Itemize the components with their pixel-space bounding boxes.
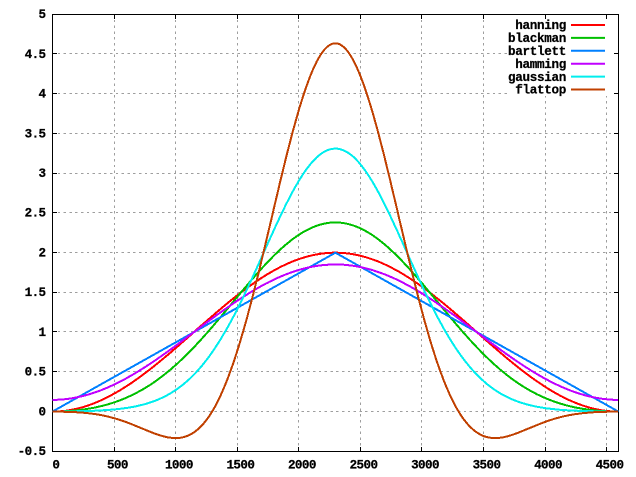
svg-text:0: 0: [52, 459, 59, 473]
svg-text:2.5: 2.5: [25, 207, 46, 221]
svg-text:3000: 3000: [411, 459, 439, 473]
svg-text:2500: 2500: [350, 459, 378, 473]
svg-text:-0.5: -0.5: [18, 445, 46, 459]
svg-text:500: 500: [107, 459, 128, 473]
svg-text:2000: 2000: [288, 459, 316, 473]
svg-text:4.5: 4.5: [25, 48, 46, 62]
svg-text:1000: 1000: [165, 459, 193, 473]
svg-text:3: 3: [39, 167, 46, 181]
svg-text:0.5: 0.5: [25, 366, 46, 380]
svg-text:flattop: flattop: [515, 84, 566, 98]
svg-text:4: 4: [39, 88, 47, 102]
svg-text:0: 0: [39, 405, 46, 419]
svg-text:3500: 3500: [473, 459, 501, 473]
svg-text:1: 1: [39, 326, 47, 340]
svg-text:3.5: 3.5: [25, 127, 46, 141]
svg-text:hanning: hanning: [515, 19, 566, 33]
svg-text:gaussian: gaussian: [508, 71, 566, 85]
svg-text:4500: 4500: [596, 459, 624, 473]
svg-text:1.5: 1.5: [25, 286, 46, 300]
svg-text:hamming: hamming: [515, 58, 566, 72]
svg-text:1500: 1500: [226, 459, 254, 473]
svg-text:2: 2: [39, 247, 46, 261]
svg-text:blackman: blackman: [508, 32, 566, 46]
svg-text:bartlett: bartlett: [508, 45, 566, 59]
svg-text:4000: 4000: [534, 459, 562, 473]
svg-text:5: 5: [39, 8, 46, 22]
